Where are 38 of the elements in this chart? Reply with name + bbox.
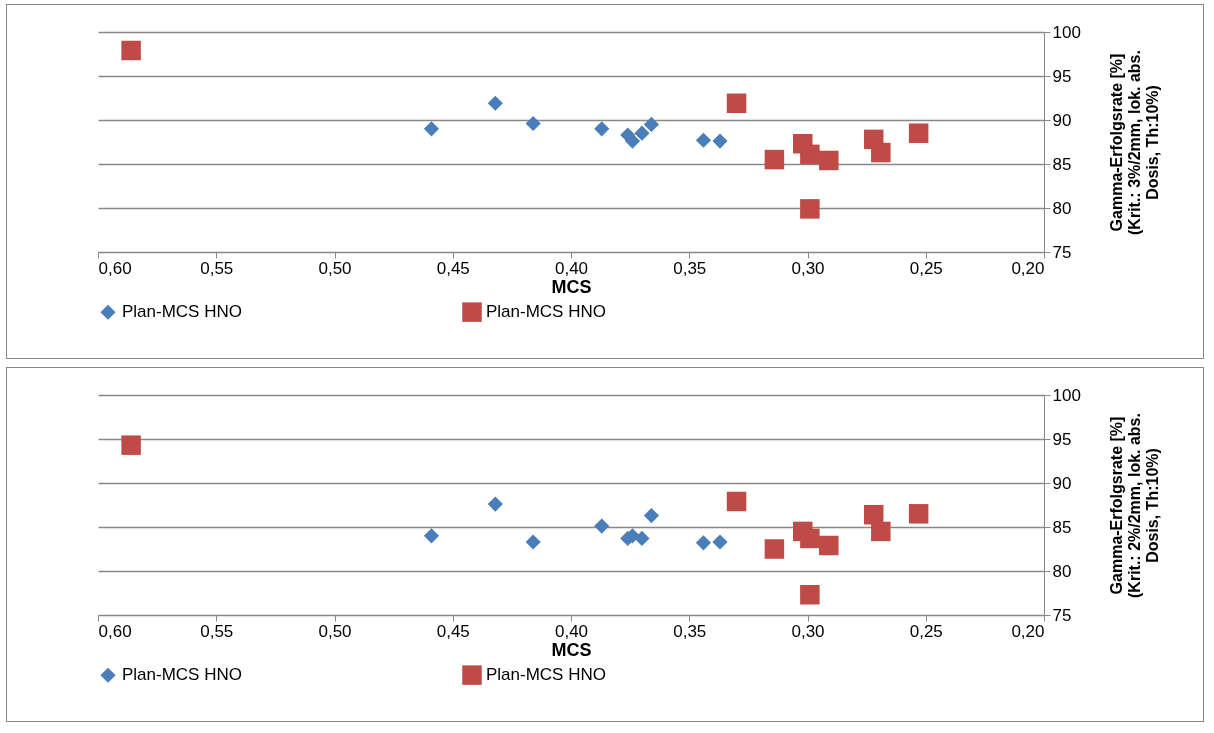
y-tick-label: 75 — [1052, 605, 1072, 625]
x-axis-title: MCS — [551, 639, 592, 660]
x-tick-label: 0,25 — [909, 621, 943, 641]
x-tick-label: 0,60 — [98, 258, 132, 278]
y-tick-label: 80 — [1052, 561, 1072, 581]
x-tick-label: 0,20 — [1011, 621, 1045, 641]
y-axis-title: Gamma-Erfolgsrate [%] (Krit.: 2%/2mm, lok. abs. Dosis, Th:10%) — [1107, 413, 1161, 598]
x-tick-label: 0,25 — [909, 258, 943, 278]
x-tick-label: 0,45 — [436, 258, 470, 278]
x-tick-label: 0,60 — [98, 621, 132, 641]
legend-label: Plan-MCS HNO — [486, 302, 606, 322]
x-tick-label: 0,30 — [791, 258, 825, 278]
y-tick-label: 95 — [1052, 429, 1072, 449]
y-tick-label: 85 — [1052, 154, 1072, 174]
legend-label: Plan-MCS HNO — [122, 302, 242, 322]
x-tick-label: 0,35 — [673, 258, 707, 278]
x-tick-label: 0,40 — [554, 621, 589, 641]
y-tick-label: 90 — [1052, 110, 1072, 130]
x-tick-label: 0,40 — [554, 258, 589, 278]
x-tick-label: 0,55 — [200, 621, 234, 641]
y-axis-title: Gamma-Erfolgsrate [%] (Krit.: 3%/2mm, lok. abs. Dosis, Th:10%) — [1107, 50, 1161, 235]
y-tick-label: 95 — [1052, 66, 1072, 86]
y-tick-label: 75 — [1052, 242, 1072, 262]
y-tick-label: 100 — [1052, 385, 1081, 405]
legend-label: Plan-MCS HNO — [122, 665, 242, 685]
legend-label: Plan-MCS HNO — [486, 665, 606, 685]
x-tick-label: 0,55 — [200, 258, 234, 278]
x-tick-label: 0,20 — [1011, 258, 1045, 278]
y-tick-label: 85 — [1052, 517, 1072, 537]
x-tick-label: 0,50 — [318, 621, 352, 641]
y-tick-label: 100 — [1052, 22, 1081, 42]
x-tick-label: 0,45 — [436, 621, 470, 641]
x-tick-label: 0,35 — [673, 621, 707, 641]
x-axis-title: MCS — [551, 276, 592, 297]
y-tick-label: 90 — [1052, 473, 1072, 493]
x-tick-label: 0,50 — [318, 258, 352, 278]
x-tick-label: 0,30 — [791, 621, 825, 641]
y-tick-label: 80 — [1052, 198, 1072, 218]
